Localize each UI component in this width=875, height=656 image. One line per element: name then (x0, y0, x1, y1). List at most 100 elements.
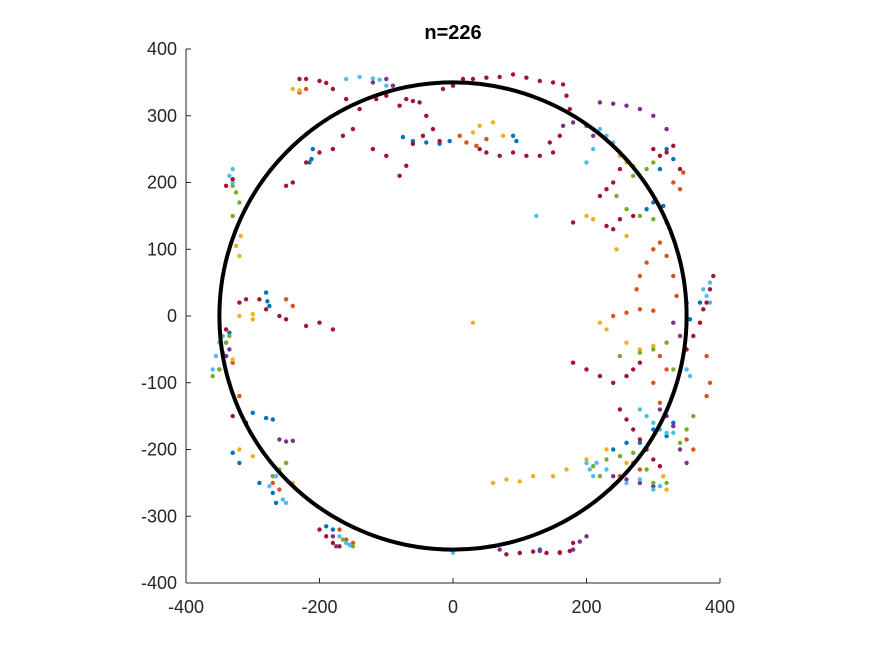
data-point (624, 417, 629, 422)
data-point (237, 300, 242, 305)
data-point (440, 86, 446, 92)
data-point (504, 477, 509, 482)
data-point (210, 373, 215, 379)
data-point (651, 217, 656, 222)
data-point (437, 138, 442, 144)
data-point (384, 153, 389, 158)
data-point (671, 367, 676, 372)
data-point (631, 367, 636, 372)
data-point (557, 133, 562, 138)
data-point (457, 133, 462, 138)
data-point (477, 123, 482, 128)
data-point (270, 417, 275, 422)
data-point (584, 460, 589, 466)
data-point (664, 430, 669, 435)
chart-title: n=226 (424, 22, 481, 44)
data-point (263, 290, 269, 295)
data-point (263, 307, 269, 312)
data-point (644, 413, 649, 419)
data-point (237, 447, 242, 452)
data-point (644, 467, 649, 472)
data-point (634, 287, 639, 292)
data-point (591, 474, 596, 479)
data-point (384, 93, 389, 98)
data-point (704, 353, 709, 359)
data-point (657, 484, 663, 489)
data-point (250, 454, 255, 459)
data-point (370, 80, 376, 85)
data-point (484, 75, 489, 80)
data-point (651, 484, 656, 489)
data-point (237, 313, 242, 319)
data-point (230, 180, 235, 185)
y-tick-label: 100 (147, 239, 177, 259)
data-point (611, 447, 616, 452)
data-point (697, 320, 703, 325)
x-tick-label: -200 (301, 597, 337, 617)
data-point (684, 460, 689, 466)
data-point (310, 146, 315, 152)
series-yellow (223, 86, 669, 492)
data-point (537, 153, 542, 158)
data-point (227, 333, 232, 339)
data-point (324, 80, 329, 86)
data-point (557, 550, 562, 555)
data-point (350, 540, 356, 546)
data-point (597, 320, 603, 325)
data-point (550, 474, 556, 479)
y-tick-label: -400 (141, 573, 177, 593)
data-point (677, 447, 683, 452)
data-point (233, 243, 239, 249)
data-point (651, 480, 656, 486)
data-point (560, 82, 566, 87)
x-tick-label: -400 (168, 597, 204, 617)
data-point (584, 367, 589, 372)
data-point (657, 153, 663, 158)
data-point (490, 480, 496, 486)
data-point (631, 450, 636, 455)
data-point (544, 550, 549, 556)
data-point (691, 447, 696, 452)
data-point (570, 220, 576, 225)
data-point (537, 78, 542, 84)
data-point (584, 457, 589, 462)
data-point (637, 480, 643, 486)
data-point (500, 133, 506, 138)
data-point (223, 183, 229, 188)
data-point (537, 548, 542, 554)
data-point (357, 106, 362, 112)
data-point (651, 347, 656, 352)
data-point (707, 280, 713, 285)
data-point (617, 353, 623, 359)
data-point (547, 140, 552, 145)
data-point (307, 160, 312, 165)
data-point (604, 447, 609, 452)
data-point (397, 173, 402, 178)
data-point (277, 437, 282, 442)
data-point (497, 153, 502, 158)
data-point (637, 350, 643, 355)
data-point (651, 247, 656, 252)
data-point (283, 317, 289, 322)
data-point (303, 160, 309, 165)
data-point (424, 113, 429, 119)
data-point (597, 474, 603, 479)
data-point (637, 477, 643, 482)
data-point (267, 303, 272, 309)
data-point (644, 207, 649, 212)
data-point (591, 133, 596, 138)
data-point (614, 247, 619, 252)
data-point (340, 133, 346, 138)
data-point (657, 464, 663, 469)
data-point (661, 203, 666, 209)
data-point (611, 180, 616, 185)
data-point (324, 524, 329, 529)
data-point (238, 233, 243, 239)
data-point (611, 101, 616, 106)
data-point (280, 497, 285, 502)
data-point (223, 327, 229, 332)
data-point (370, 146, 376, 152)
data-point (344, 76, 349, 82)
data-point (470, 320, 476, 325)
